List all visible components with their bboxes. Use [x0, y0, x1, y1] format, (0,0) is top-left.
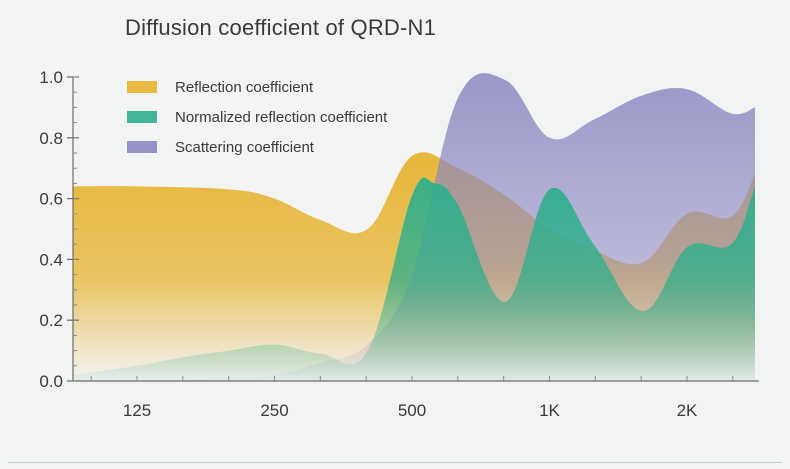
x-tick-label: 125 — [123, 401, 151, 420]
legend-swatch — [127, 111, 157, 123]
y-tick-label: 0.6 — [39, 190, 63, 209]
chart-title: Diffusion coefficient of QRD-N1 — [125, 15, 437, 40]
x-tick-label: 1K — [539, 401, 560, 420]
y-tick-label: 0.2 — [39, 311, 63, 330]
y-tick-label: 1.0 — [39, 68, 63, 87]
x-tick-label: 500 — [398, 401, 426, 420]
legend-label: Scattering coefficient — [175, 139, 315, 156]
legend-swatch — [127, 141, 157, 153]
legend-swatch — [127, 81, 157, 93]
legend-label: Normalized reflection coefficient — [175, 109, 388, 126]
series-area-1 — [73, 177, 755, 381]
x-tick-label: 2K — [677, 401, 698, 420]
legend: Reflection coefficient Normalized reflect… — [127, 79, 388, 156]
axes: 0.0 0.2 0.4 0.6 0.8 1.0 125 250 500 1K 2K — [39, 68, 759, 420]
y-tick-label: 0.4 — [39, 250, 63, 269]
bottom-divider — [8, 462, 782, 463]
series-areas — [73, 73, 755, 381]
x-tick-label: 250 — [260, 401, 288, 420]
legend-label: Reflection coefficient — [175, 79, 314, 96]
y-tick-label: 0.8 — [39, 129, 63, 148]
y-tick-label: 0.0 — [39, 372, 63, 391]
